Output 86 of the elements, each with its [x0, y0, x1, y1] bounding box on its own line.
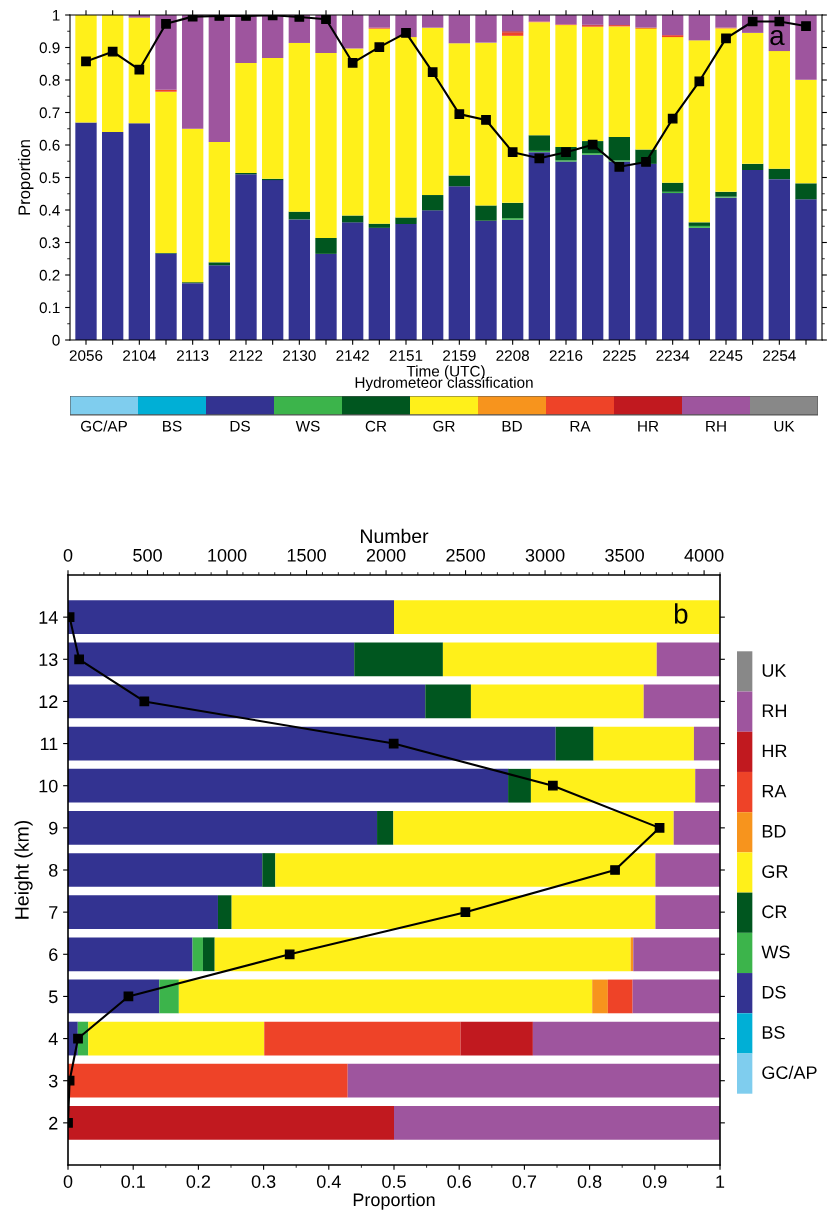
y-tick-label: 0.9 [39, 42, 60, 54]
x-tick-label: 2254 [763, 350, 796, 361]
legend-label: BS [163, 420, 182, 432]
y-tick-label: 0.6 [39, 139, 60, 151]
annotation: a [770, 29, 785, 46]
x-tick-label: 0.9 [642, 1175, 667, 1188]
legend-label: CR [762, 905, 787, 919]
legend-label: RA [762, 784, 787, 798]
y-tick-label: 0.1 [39, 302, 60, 314]
x-tick-label: 0.8 [577, 1175, 602, 1188]
x-tick-label: 2159 [443, 350, 476, 361]
legend-label: BD [762, 825, 786, 838]
legend-label: GR [433, 420, 455, 432]
x-tick-label: 2122 [229, 350, 263, 361]
legend-label: RH [762, 704, 786, 717]
x-tick-label: 0 [63, 1175, 73, 1188]
y-tick-label: 0.5 [39, 172, 60, 184]
y-tick-label: 3 [48, 1074, 58, 1088]
x2-tick-label: 4000 [684, 548, 724, 562]
x2-tick-label: 1000 [208, 548, 247, 562]
x-tick-label: 2056 [69, 350, 103, 361]
x-tick-label: 0.4 [316, 1175, 341, 1188]
x2-tick-label: 3500 [605, 548, 644, 562]
y-tick-label: 5 [48, 990, 58, 1004]
x2-axis-title: Number [361, 528, 429, 544]
legend-label: GR [762, 865, 788, 878]
x-tick-label: 0.2 [186, 1175, 211, 1188]
y-tick-label: 7 [49, 906, 58, 919]
y-tick-label: 1 [52, 10, 60, 21]
y-tick-label: 13 [39, 653, 58, 667]
x-tick-label: 2216 [549, 350, 583, 361]
legend-label: UK [762, 664, 787, 677]
y-tick-label: 4 [48, 1032, 58, 1046]
x-tick-label: 0.6 [447, 1175, 471, 1188]
legend-label: BS [762, 1026, 785, 1039]
x2-tick-label: 0 [63, 548, 73, 562]
y-tick-label: 0 [52, 334, 60, 346]
y-tick-label: 8 [49, 863, 58, 877]
x-tick-label: 0.1 [121, 1175, 145, 1188]
x-tick-label: 2130 [283, 350, 316, 361]
x-tick-label: 2113 [177, 350, 209, 361]
y-tick-label: 2 [49, 1116, 58, 1130]
x-tick-label: 2104 [123, 350, 156, 361]
legend-label: GC/AP [81, 420, 127, 432]
legend-label: GC/AP [762, 1065, 817, 1080]
x-tick-label: 2142 [336, 350, 369, 361]
x-tick-label: 2245 [709, 350, 743, 361]
y-tick-label: 6 [49, 948, 58, 962]
legend-label: HR [638, 420, 659, 432]
y-tick-label: 9 [49, 821, 58, 835]
x-tick-label: 0.3 [251, 1175, 276, 1188]
y-tick-label: 12 [39, 695, 58, 708]
legend-label: WS [295, 420, 320, 432]
y-tick-label: 0.3 [39, 237, 60, 249]
x-axis-title: Proportion [353, 1192, 435, 1210]
y-axis-title: Proportion [17, 140, 34, 215]
y-tick-label: 0.7 [39, 107, 60, 119]
y-tick-label: 10 [39, 779, 58, 793]
legend-label: RA [570, 420, 591, 432]
legend-label: DS [762, 985, 786, 999]
legend-label: WS [761, 945, 790, 959]
x2-tick-label: 500 [133, 548, 162, 562]
x2-tick-label: 2500 [446, 548, 485, 562]
legend-label: HR [762, 744, 787, 758]
legend-label: DS [230, 420, 250, 432]
x-tick-label: 2208 [496, 350, 529, 361]
x-tick-label: 0.7 [512, 1175, 537, 1188]
legend-label: CR [365, 420, 387, 432]
legend-label: BD [502, 420, 522, 432]
y-axis-title: Height (km) [14, 820, 33, 919]
x2-tick-label: 2000 [366, 548, 406, 562]
annotation: b [674, 603, 688, 624]
y-tick-label: 0.2 [39, 269, 60, 281]
x-tick-label: 1 [716, 1175, 725, 1188]
x-tick-label: 2225 [603, 350, 636, 361]
y-tick-label: 14 [39, 611, 58, 624]
x-tick-label: 2234 [656, 350, 690, 361]
y-tick-label: 11 [40, 737, 58, 751]
x-tick-label: 0.5 [382, 1175, 406, 1188]
x2-tick-label: 1500 [287, 548, 326, 562]
x2-tick-label: 3000 [525, 548, 565, 562]
y-tick-label: 0.8 [39, 74, 60, 86]
legend-label: RH [706, 420, 726, 432]
x-tick-label: 2151 [389, 350, 423, 361]
legend-label: UK [774, 420, 795, 432]
y-tick-label: 0.4 [39, 204, 60, 216]
